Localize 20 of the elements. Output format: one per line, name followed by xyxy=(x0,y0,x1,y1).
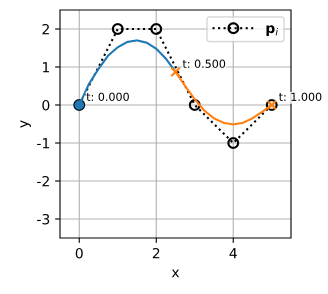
annotation: t: 1.000 xyxy=(278,92,322,101)
point xyxy=(188,99,201,111)
x-tick-label: 0 xyxy=(76,248,83,258)
x-axis-title: x xyxy=(172,270,180,278)
y-axis-title: y xyxy=(20,120,31,128)
y-tick-label: 2 xyxy=(42,24,49,34)
point xyxy=(227,137,240,149)
y-tick-label: -2 xyxy=(37,176,49,186)
point xyxy=(150,23,162,35)
y-tick-label: 1 xyxy=(42,62,49,72)
annotation: t: 0.500 xyxy=(182,60,226,68)
point xyxy=(170,66,181,78)
annotation: t: 0.000 xyxy=(86,92,129,101)
y-tick-label: -3 xyxy=(37,214,50,224)
legend-label: p$_{i}$ xyxy=(266,25,278,36)
y-tick-label: 0 xyxy=(42,100,50,110)
x-tick-label: 2 xyxy=(152,248,160,258)
y-tick-label: -1 xyxy=(37,138,49,148)
point xyxy=(112,23,124,35)
x-tick-label: 4 xyxy=(230,248,237,258)
